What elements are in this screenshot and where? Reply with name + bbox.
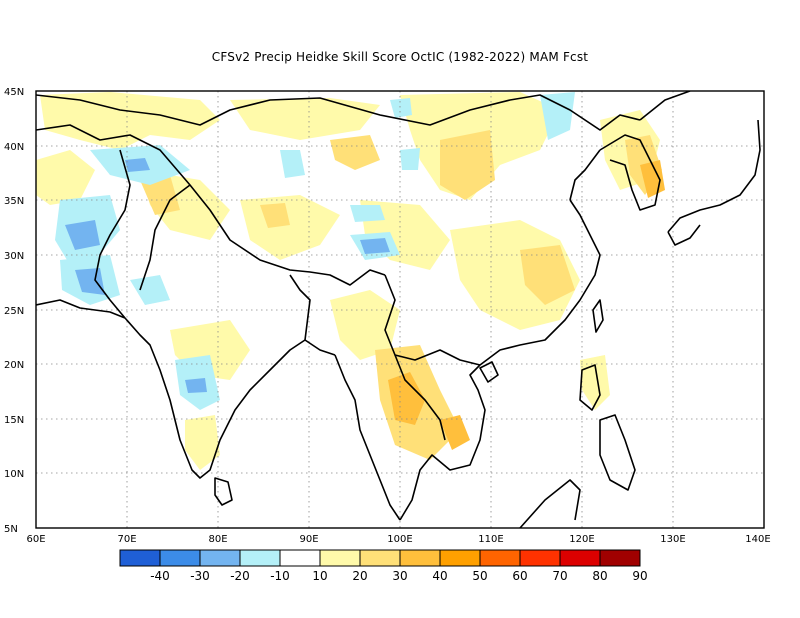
region-blue: [360, 238, 390, 254]
lat-tick-label: 35N: [4, 196, 24, 207]
lat-tick-label: 15N: [4, 415, 24, 426]
color-bar-label: -20: [230, 569, 250, 583]
color-bar-swatch: [159, 549, 201, 567]
color-bar-swatch: [479, 549, 521, 567]
lat-tick-labels: 45N 40N 35N 30N 25N 20N 15N 10N 5N: [4, 87, 24, 535]
color-bar-label: 10: [312, 569, 327, 583]
lon-tick-labels: 60E 70E 80E 90E 100E 110E 120E 130E 140E: [26, 534, 770, 545]
color-bar: -40 -30 -20 -10 10 20 30 40 50 60 70 80 90: [119, 549, 648, 583]
lon-tick-label: 70E: [117, 534, 136, 545]
region-light-yellow: [580, 355, 610, 410]
lon-tick-label: 120E: [569, 534, 594, 545]
region-light-yellow: [40, 92, 220, 150]
region-blue: [75, 268, 105, 295]
region-blue: [125, 158, 150, 172]
region-blue: [185, 378, 207, 393]
color-bar-label: 30: [392, 569, 407, 583]
lat-tick-label: 25N: [4, 306, 24, 317]
lon-tick-label: 90E: [299, 534, 318, 545]
region-orange: [440, 415, 470, 450]
region-orange: [388, 372, 425, 425]
lat-tick-label: 30N: [4, 251, 24, 262]
lat-tick-label: 40N: [4, 142, 24, 153]
color-bar-label: -30: [190, 569, 210, 583]
region-light-yellow: [36, 150, 95, 205]
region-yellow: [440, 130, 495, 200]
lat-tick-label: 5N: [4, 524, 18, 535]
region-yellow: [520, 245, 575, 305]
lon-tick-label: 140E: [745, 534, 770, 545]
color-bar-label: 70: [552, 569, 567, 583]
region-light-blue: [350, 205, 385, 222]
region-light-blue: [280, 150, 305, 178]
region-light-blue: [540, 92, 575, 140]
map-frame: [35, 90, 765, 529]
region-light-yellow: [240, 195, 340, 260]
color-bar-swatch: [399, 549, 441, 567]
lat-tick-label: 10N: [4, 469, 24, 480]
color-bar-swatch: [559, 549, 601, 567]
lon-tick-label: 60E: [26, 534, 45, 545]
lat-tick-label: 45N: [4, 87, 24, 98]
color-bar-label: 90: [632, 569, 647, 583]
color-bar-label: -40: [150, 569, 170, 583]
region-blue: [65, 220, 100, 250]
color-bar-swatch: [119, 549, 161, 567]
region-light-yellow: [330, 290, 400, 360]
skill-fields: [36, 92, 665, 470]
region-yellow: [260, 203, 290, 228]
coastlines-borders: [36, 91, 761, 528]
color-bar-label: 60: [512, 569, 527, 583]
lon-tick-label: 130E: [660, 534, 685, 545]
region-yellow: [330, 135, 380, 170]
color-bar-swatch: [439, 549, 481, 567]
lat-tick-label: 20N: [4, 360, 24, 371]
region-light-yellow: [230, 98, 380, 140]
color-bar-label: 50: [472, 569, 487, 583]
color-bar-swatch: [279, 549, 321, 567]
color-bar-swatch: [599, 549, 641, 567]
color-bar-label: 40: [432, 569, 447, 583]
color-bar-label: 80: [592, 569, 607, 583]
color-bar-label: 20: [352, 569, 367, 583]
region-light-blue: [130, 275, 170, 305]
color-bar-swatch: [319, 549, 361, 567]
color-bar-swatch: [239, 549, 281, 567]
color-bar-swatch: [359, 549, 401, 567]
color-bar-label: -10: [270, 569, 290, 583]
lon-tick-label: 80E: [208, 534, 227, 545]
map-title: CFSv2 Precip Heidke Skill Score OctIC (1…: [211, 50, 589, 64]
region-light-yellow: [185, 415, 220, 470]
color-bar-swatch: [199, 549, 241, 567]
color-bar-swatch: [519, 549, 561, 567]
region-light-blue: [390, 98, 412, 118]
lon-tick-label: 100E: [387, 534, 412, 545]
region-light-blue: [400, 148, 420, 170]
lon-tick-label: 110E: [478, 534, 503, 545]
